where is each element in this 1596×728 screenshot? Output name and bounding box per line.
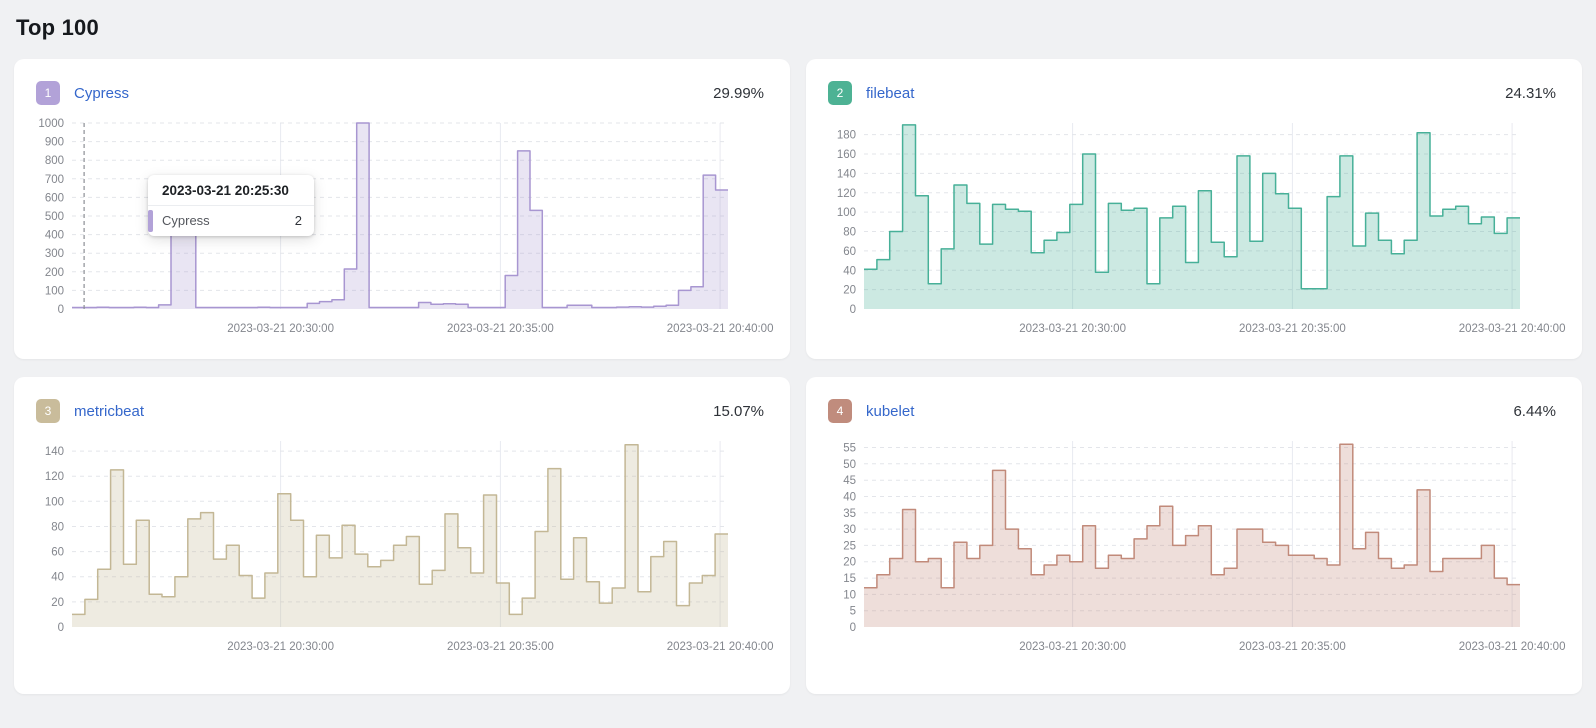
chart-tooltip: 2023-03-21 20:25:30 Cypress 2 — [148, 175, 314, 236]
tooltip-series-name: Cypress — [162, 213, 210, 228]
series-link-cypress[interactable]: Cypress — [74, 84, 130, 102]
svg-text:15: 15 — [843, 573, 856, 585]
svg-text:100: 100 — [45, 496, 64, 508]
svg-text:25: 25 — [843, 540, 856, 552]
svg-text:20: 20 — [843, 285, 856, 297]
svg-text:400: 400 — [45, 230, 64, 242]
svg-text:2023-03-21 20:35:00: 2023-03-21 20:35:00 — [447, 323, 554, 335]
percent-value: 29.99% — [713, 84, 764, 102]
card-header: 3 metricbeat 15.07% — [14, 377, 790, 423]
svg-text:0: 0 — [58, 304, 64, 316]
svg-text:100: 100 — [837, 207, 856, 219]
series-link-metricbeat[interactable]: metricbeat — [74, 402, 145, 420]
svg-text:100: 100 — [45, 285, 64, 297]
chart-filebeat[interactable]: 2023-03-21 20:30:00 2023-03-21 20:35:00 20… — [816, 109, 1572, 343]
svg-text:5: 5 — [850, 606, 856, 618]
chart-card-kubelet: 4 kubelet 6.44% 2023-03-21 20:30:00 2023-… — [806, 377, 1582, 694]
svg-text:2023-03-21 20:40:00: 2023-03-21 20:40:00 — [667, 641, 774, 653]
svg-text:180: 180 — [837, 130, 856, 142]
svg-text:300: 300 — [45, 248, 64, 260]
tooltip-timestamp: 2023-03-21 20:25:30 — [148, 175, 314, 206]
svg-text:40: 40 — [51, 572, 64, 584]
svg-text:55: 55 — [843, 443, 856, 455]
svg-text:2023-03-21 20:40:00: 2023-03-21 20:40:00 — [1459, 641, 1566, 653]
chart-cypress[interactable]: 2023-03-21 20:30:00 2023-03-21 20:35:00 20… — [24, 109, 780, 343]
svg-text:900: 900 — [45, 137, 64, 149]
svg-text:2023-03-21 20:40:00: 2023-03-21 20:40:00 — [1459, 323, 1566, 335]
tooltip-series-value: 2 — [294, 213, 302, 228]
svg-text:45: 45 — [843, 475, 856, 487]
svg-text:2023-03-21 20:30:00: 2023-03-21 20:30:00 — [1019, 641, 1126, 653]
svg-text:0: 0 — [58, 622, 64, 634]
svg-text:700: 700 — [45, 174, 64, 186]
svg-text:500: 500 — [45, 211, 64, 223]
svg-text:50: 50 — [843, 459, 856, 471]
percent-value: 24.31% — [1505, 84, 1556, 102]
chart-metricbeat[interactable]: 2023-03-21 20:30:00 2023-03-21 20:35:00 20… — [24, 427, 780, 661]
rank-badge: 1 — [36, 81, 60, 105]
series-link-filebeat[interactable]: filebeat — [866, 84, 915, 102]
chart-kubelet[interactable]: 2023-03-21 20:30:00 2023-03-21 20:35:00 20… — [816, 427, 1572, 661]
card-header: 2 filebeat 24.31% — [806, 59, 1582, 105]
chart-card-metricbeat: 3 metricbeat 15.07% 2023-03-21 20:30:00 2… — [14, 377, 790, 694]
svg-text:20: 20 — [51, 597, 64, 609]
page-title: Top 100 — [16, 15, 99, 40]
svg-text:120: 120 — [45, 471, 64, 483]
svg-text:2023-03-21 20:35:00: 2023-03-21 20:35:00 — [447, 641, 554, 653]
percent-value: 6.44% — [1513, 402, 1556, 420]
svg-text:200: 200 — [45, 267, 64, 279]
svg-text:60: 60 — [843, 246, 856, 258]
tooltip-series-marker-icon — [148, 210, 153, 232]
svg-text:35: 35 — [843, 508, 856, 520]
card-header: 4 kubelet 6.44% — [806, 377, 1582, 423]
card-header: 1 Cypress 29.99% — [14, 59, 790, 105]
svg-text:30: 30 — [843, 524, 856, 536]
svg-text:160: 160 — [837, 149, 856, 161]
svg-text:1000: 1000 — [38, 118, 64, 130]
svg-text:10: 10 — [843, 589, 856, 601]
svg-text:0: 0 — [850, 304, 856, 316]
svg-text:2023-03-21 20:40:00: 2023-03-21 20:40:00 — [667, 323, 774, 335]
svg-text:60: 60 — [51, 547, 64, 559]
svg-text:2023-03-21 20:30:00: 2023-03-21 20:30:00 — [227, 323, 334, 335]
svg-text:80: 80 — [843, 227, 856, 239]
svg-text:140: 140 — [45, 446, 64, 458]
svg-text:120: 120 — [837, 188, 856, 200]
svg-text:20: 20 — [843, 557, 856, 569]
svg-text:2023-03-21 20:30:00: 2023-03-21 20:30:00 — [227, 641, 334, 653]
rank-badge: 2 — [828, 81, 852, 105]
svg-text:0: 0 — [850, 622, 856, 634]
svg-text:800: 800 — [45, 155, 64, 167]
svg-text:2023-03-21 20:35:00: 2023-03-21 20:35:00 — [1239, 323, 1346, 335]
tooltip-series-row: Cypress 2 — [148, 206, 314, 236]
svg-text:40: 40 — [843, 492, 856, 504]
svg-text:600: 600 — [45, 192, 64, 204]
svg-text:140: 140 — [837, 168, 856, 180]
percent-value: 15.07% — [713, 402, 764, 420]
rank-badge: 3 — [36, 399, 60, 423]
chart-card-cypress: 1 Cypress 29.99% 2023-03-21 20:30:00 2023… — [14, 59, 790, 359]
svg-text:2023-03-21 20:35:00: 2023-03-21 20:35:00 — [1239, 641, 1346, 653]
rank-badge: 4 — [828, 399, 852, 423]
series-link-kubelet[interactable]: kubelet — [866, 402, 915, 420]
svg-text:80: 80 — [51, 522, 64, 534]
svg-text:40: 40 — [843, 265, 856, 277]
svg-text:2023-03-21 20:30:00: 2023-03-21 20:30:00 — [1019, 323, 1126, 335]
chart-card-filebeat: 2 filebeat 24.31% 2023-03-21 20:30:00 202… — [806, 59, 1582, 359]
cards-grid: 1 Cypress 29.99% 2023-03-21 20:30:00 2023… — [14, 59, 1582, 694]
